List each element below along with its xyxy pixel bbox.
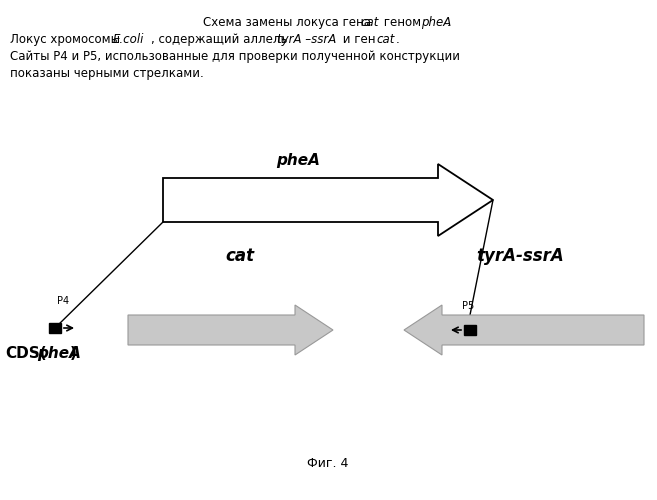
Text: Фиг. 4: Фиг. 4 <box>307 457 349 470</box>
Text: P5: P5 <box>462 301 474 311</box>
Text: tyrA –ssrA: tyrA –ssrA <box>277 33 336 46</box>
Polygon shape <box>404 305 644 355</box>
Bar <box>49 323 61 333</box>
Bar <box>464 325 476 335</box>
Text: cat: cat <box>376 33 395 46</box>
Polygon shape <box>163 164 493 236</box>
Text: pheA: pheA <box>420 16 451 29</box>
Text: и ген: и ген <box>339 33 379 46</box>
Text: pheA: pheA <box>37 346 81 361</box>
Text: CDS(: CDS( <box>5 346 47 361</box>
Text: Локус хромосомы: Локус хромосомы <box>10 33 124 46</box>
Text: pheA: pheA <box>276 153 320 168</box>
Text: ): ) <box>70 346 77 361</box>
Text: .: . <box>446 16 450 29</box>
Text: E.coli: E.coli <box>112 33 144 46</box>
Text: cat: cat <box>361 16 379 29</box>
Text: , содержащий аллель: , содержащий аллель <box>151 33 292 46</box>
Text: Схема замены локуса гена: Схема замены локуса гена <box>204 16 375 29</box>
Text: Сайты Р4 и Р5, использованные для проверки полученной конструкции: Сайты Р4 и Р5, использованные для провер… <box>10 50 460 63</box>
Text: P4: P4 <box>57 296 69 306</box>
Text: геном: геном <box>380 16 424 29</box>
Text: .: . <box>396 33 399 46</box>
Text: показаны черными стрелками.: показаны черными стрелками. <box>10 67 204 80</box>
Text: tyrA-ssrA: tyrA-ssrA <box>476 247 564 265</box>
Polygon shape <box>128 305 333 355</box>
Text: cat: cat <box>225 247 254 265</box>
